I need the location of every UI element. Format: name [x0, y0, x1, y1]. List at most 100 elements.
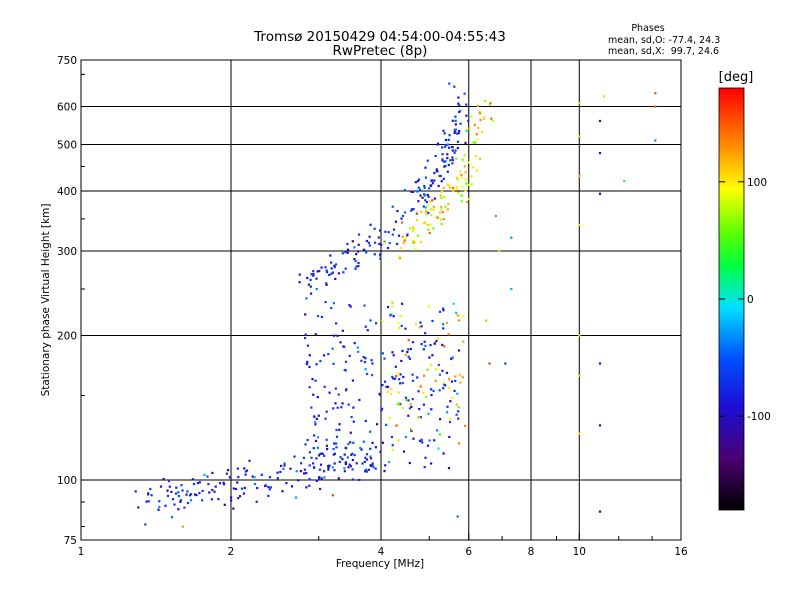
o-mode-point [333, 452, 336, 455]
o-mode-point [422, 205, 425, 208]
o-mode-point [315, 363, 318, 366]
o-mode-point [394, 365, 397, 368]
o-mode-point [444, 384, 447, 387]
o-mode-point [418, 408, 421, 411]
o-mode-point [364, 325, 367, 328]
o-mode-point [427, 212, 430, 215]
o-mode-point [446, 143, 449, 146]
o-mode-point [439, 418, 442, 421]
o-mode-point [325, 282, 328, 285]
o-mode-point [385, 385, 388, 388]
x-mode-point [468, 127, 471, 130]
o-mode-point [365, 239, 368, 243]
o-mode-point [328, 391, 331, 394]
o-mode-point [358, 478, 361, 481]
o-mode-point [223, 503, 226, 506]
x-mode-point [455, 176, 458, 179]
x-mode-point [464, 189, 467, 192]
o-mode-point [330, 306, 333, 310]
o-mode-point [346, 242, 349, 246]
scatter-point [578, 334, 581, 337]
x-axis-label: Frequency [MHz] [336, 558, 424, 570]
x-mode-point [427, 204, 430, 207]
o-mode-point [423, 466, 426, 469]
x-mode-point [383, 241, 386, 244]
o-mode-point [409, 347, 412, 351]
x-mode-point [424, 395, 427, 398]
o-mode-point [195, 494, 198, 497]
o-mode-point [327, 466, 330, 469]
o-mode-point [449, 159, 452, 162]
o-mode-point [446, 405, 449, 408]
o-mode-point [436, 142, 440, 145]
o-mode-point [451, 162, 454, 165]
scatter-point [494, 214, 497, 218]
o-mode-point [421, 441, 424, 444]
x-mode-point [434, 379, 437, 382]
o-mode-point [440, 180, 443, 183]
o-mode-point [329, 254, 332, 257]
o-mode-point [168, 485, 171, 488]
x-mode-point [399, 246, 402, 250]
o-mode-point [228, 476, 231, 479]
o-mode-point [400, 359, 403, 363]
x-mode-point [398, 326, 401, 329]
o-mode-point [379, 229, 382, 232]
o-mode-point [363, 304, 366, 307]
x-mode-point [427, 305, 431, 308]
x-mode-point [465, 129, 468, 132]
o-mode-point [167, 480, 171, 483]
o-mode-point [333, 264, 336, 267]
o-mode-point [392, 228, 396, 231]
o-mode-point [442, 323, 445, 326]
x-mode-point [395, 375, 398, 378]
o-mode-point [422, 403, 425, 406]
o-mode-point [353, 454, 356, 457]
o-mode-point [451, 149, 454, 152]
x-mode-point [448, 386, 451, 390]
o-mode-point [177, 508, 180, 511]
x-mode-point [398, 257, 402, 260]
o-mode-point [336, 406, 339, 409]
o-mode-point [344, 389, 348, 392]
o-mode-point [427, 412, 430, 415]
o-mode-point [412, 437, 415, 440]
x-tick-label: 6 [465, 546, 472, 558]
o-mode-point [426, 159, 429, 162]
o-mode-point [386, 246, 390, 250]
o-mode-point [373, 253, 376, 256]
o-mode-point [408, 357, 411, 360]
o-mode-point [344, 267, 347, 270]
o-mode-point [445, 143, 448, 147]
x-mode-point [440, 190, 444, 193]
y-tick-label: 100 [57, 475, 77, 487]
chart-title: Tromsø 20150429 04:54:00-04:55:43 [253, 29, 506, 45]
x-mode-point [460, 194, 463, 197]
o-mode-point [308, 354, 311, 357]
x-tick-label: 16 [674, 546, 688, 558]
x-mode-point [480, 130, 483, 134]
o-mode-point [408, 407, 411, 410]
x-mode-point [472, 166, 475, 169]
o-mode-point [364, 470, 367, 473]
x-tick-label: 10 [573, 546, 586, 558]
o-mode-point [420, 343, 423, 346]
o-mode-point [454, 119, 457, 122]
x-mode-point [426, 223, 429, 226]
scatter-point [578, 432, 581, 435]
o-mode-point [312, 447, 315, 450]
x-mode-point [399, 314, 402, 318]
o-mode-point [451, 156, 454, 159]
o-mode-point [354, 260, 357, 263]
o-mode-point [411, 398, 414, 401]
o-mode-point [419, 416, 422, 419]
x-mode-point [407, 339, 410, 342]
o-mode-point [392, 377, 395, 380]
o-mode-point [384, 464, 387, 467]
o-mode-point [355, 462, 358, 465]
o-mode-point [423, 185, 426, 188]
o-mode-point [159, 485, 163, 488]
o-mode-point [442, 387, 445, 390]
o-mode-point [449, 400, 452, 403]
o-mode-point [309, 278, 312, 281]
